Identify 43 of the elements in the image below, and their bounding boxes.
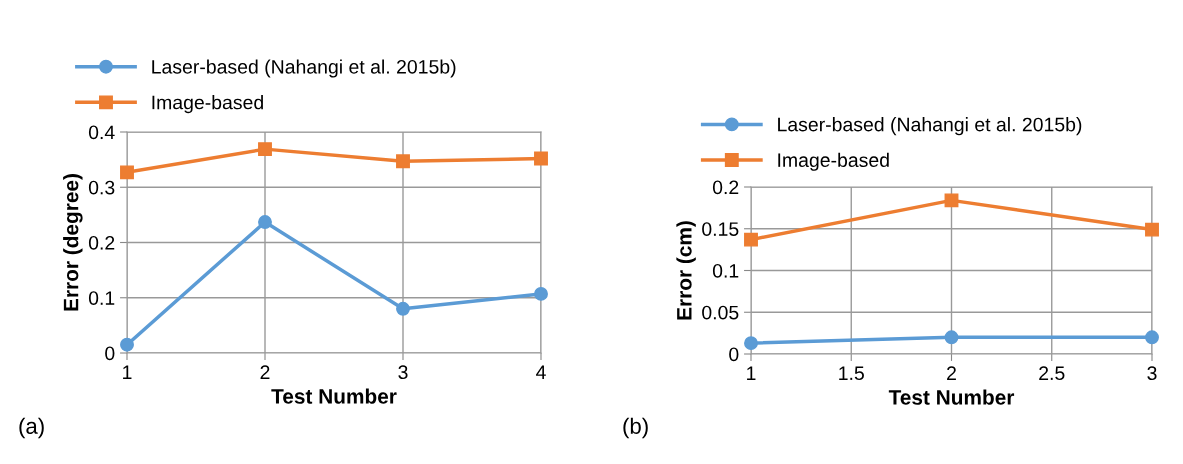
text: (b) [623,417,648,439]
y-tick-label: 0.1 [712,263,739,278]
x-axis-title: Test Number [888,389,1015,405]
point [1145,222,1159,237]
x-tick-label: 1 [123,365,132,379]
point [258,215,272,230]
point [120,337,134,352]
x-tick-label: 1.5 [839,366,864,381]
legend-label: Image-based [152,95,263,114]
x-tick-label: 1 [747,366,756,380]
point [396,154,410,169]
y-axis-title: Error (degree) [63,174,83,311]
point [744,336,758,351]
legend-label: Image-based [778,152,889,171]
legend-label: Laser-based (Nahangi et al. 2015b) [778,117,1082,136]
y-tick-label: 0.15 [702,222,739,236]
point [744,232,758,247]
point [534,286,548,301]
x-tick-label: 2.5 [1039,366,1065,381]
point [120,165,134,180]
point [944,193,959,208]
y-tick-label: 0.2 [712,180,739,195]
y-tick-label: 0 [729,347,739,362]
x-tick-label: 3 [1147,366,1157,381]
x-tick-label: 4 [536,365,546,379]
y-tick-label: 0.2 [88,235,115,250]
x-tick-label: 2 [260,365,270,379]
text: (a) [19,417,44,439]
legend-label: Laser-based (Nahangi et al. 2015b) [152,59,456,78]
y-tick-label: 0.3 [88,180,115,195]
y-tick-label: 0 [105,346,115,361]
y-tick-label: 0.05 [702,305,739,320]
point [396,301,410,316]
point [534,151,548,166]
y-axis-title: Error (cm) [676,221,696,320]
x-tick-label: 3 [398,365,408,380]
point [258,142,272,157]
point [1145,330,1159,345]
y-tick-label: 0.4 [88,125,115,140]
point [944,330,959,345]
x-tick-label: 2 [947,366,956,380]
x-axis-title: Test Number [271,388,397,404]
y-tick-label: 0.1 [88,291,115,305]
